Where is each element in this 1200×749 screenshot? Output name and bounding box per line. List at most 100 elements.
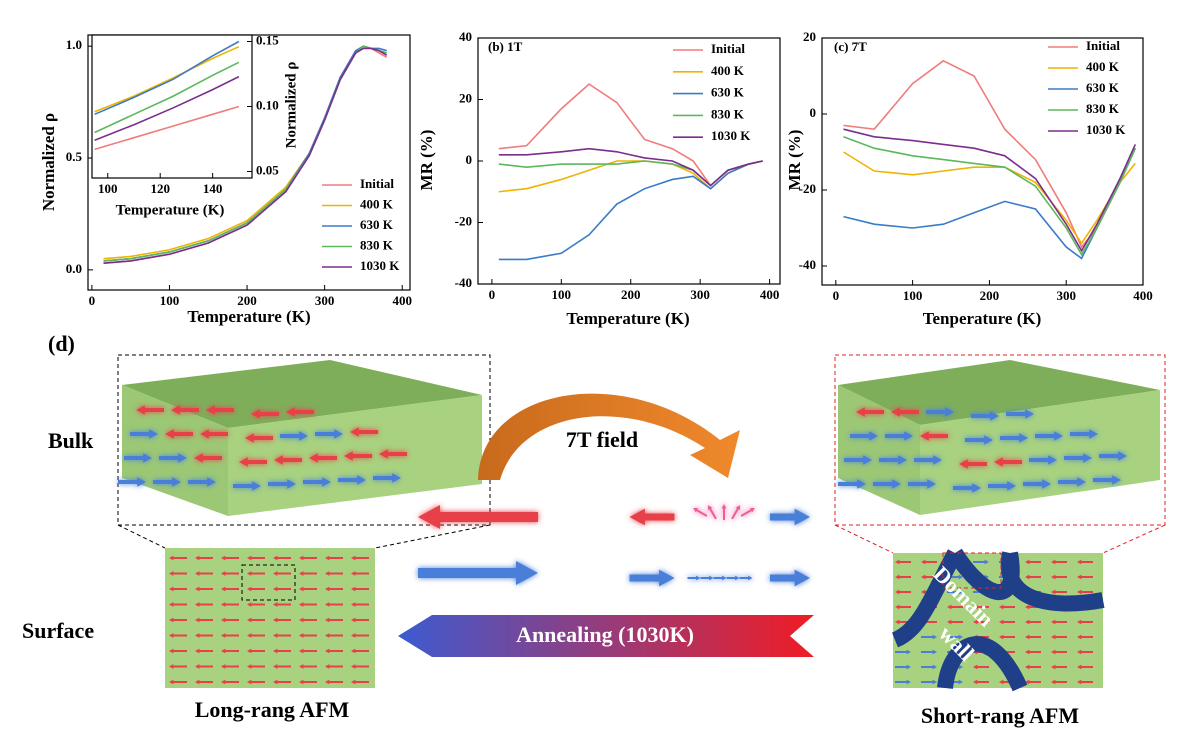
- x-tick-label: 100: [903, 288, 923, 303]
- x-axis-label: Temperature (K): [116, 202, 225, 218]
- x-tick-label: 0: [833, 288, 840, 303]
- spin-arrow: [973, 679, 989, 685]
- spin-arrow: [273, 679, 291, 685]
- spin-arrow: [1093, 475, 1121, 485]
- spin-arrow: [973, 619, 989, 625]
- spin-arrow: [171, 405, 199, 415]
- spin-arrow: [153, 477, 181, 487]
- domain-wall: [937, 636, 1028, 692]
- spin-arrow: [299, 602, 317, 607]
- bulk-spins: [838, 407, 1127, 493]
- spin-arrow: [988, 481, 1016, 491]
- x-axis-label: Temperature (K): [187, 307, 310, 326]
- legend-label: Initial: [1086, 38, 1120, 53]
- spin-arrow: [418, 561, 538, 585]
- spin-arrow: [895, 649, 911, 655]
- spin-arrow: [247, 664, 265, 669]
- spin-arrow: [844, 455, 872, 465]
- spin-arrow: [947, 619, 963, 625]
- spin-arrow: [239, 457, 267, 467]
- spin-arrow: [195, 664, 213, 669]
- spin-arrow: [731, 505, 740, 520]
- y-tick-label: 40: [459, 29, 472, 44]
- spin-arrow: [953, 483, 981, 493]
- spin-arrow: [895, 619, 911, 625]
- spin-arrow: [351, 602, 369, 607]
- spin-arrow: [1051, 574, 1067, 580]
- spin-arrow: [921, 574, 937, 580]
- spin-arrow: [273, 602, 291, 607]
- spin-arrow: [914, 455, 942, 465]
- data-line: [94, 40, 240, 116]
- domain-wall: [948, 548, 1020, 601]
- data-line: [498, 147, 763, 187]
- annealing-label: Annealing (1030K): [516, 622, 694, 647]
- x-tick-label: 0: [89, 293, 96, 308]
- spin-arrow: [971, 411, 999, 421]
- legend-label: 630 K: [1086, 80, 1120, 95]
- x-tick-label: 400: [760, 287, 780, 302]
- tilted-spin: [740, 508, 755, 517]
- x-tick-label: 200: [237, 293, 257, 308]
- spin-arrow: [926, 407, 954, 417]
- plot-frame: [91, 34, 253, 179]
- spin-arrow: [351, 648, 369, 654]
- spin-arrow: [947, 679, 963, 685]
- spin-arrow: [921, 634, 937, 640]
- chart: 0 100 200 300 400 -40 -20 0 20 40 Temperature (K) M…: [417, 29, 781, 328]
- spin-arrow: [273, 664, 291, 669]
- y-axis-label: Normalized ρ: [283, 62, 299, 149]
- spin-arrow: [908, 479, 936, 489]
- spin-arrow: [999, 679, 1015, 685]
- spin-arrow: [713, 575, 727, 581]
- spin-arrow: [999, 604, 1015, 610]
- spin-grid: [169, 555, 369, 685]
- spin-arrow: [1025, 574, 1041, 580]
- spin-arrow: [247, 571, 265, 576]
- spin-arrow: [169, 617, 187, 623]
- spin-arrow: [1051, 634, 1067, 640]
- spin-arrow: [273, 571, 291, 576]
- spin-arrow: [1070, 429, 1098, 439]
- spin-arrow: [838, 479, 866, 489]
- spin-arrow: [299, 586, 317, 592]
- spin-arrow: [273, 617, 291, 623]
- legend-label: 400 K: [711, 63, 745, 78]
- spin-arrow: [895, 574, 911, 580]
- x-tick-label: 300: [690, 287, 710, 302]
- spin-arrow: [169, 633, 187, 638]
- bulk-spins: [118, 405, 407, 491]
- spin-arrow: [1099, 451, 1127, 461]
- zoom-line: [117, 524, 166, 549]
- spin-arrow: [895, 679, 911, 685]
- spin-arrow: [245, 433, 273, 443]
- domain-wall: [891, 549, 963, 648]
- spin-arrow: [136, 405, 164, 415]
- x-tick-label: 300: [315, 293, 335, 308]
- spin-arrow: [1025, 679, 1041, 685]
- diagram: [117, 354, 1166, 692]
- legend-label: Initial: [711, 41, 745, 56]
- y-tick-label: 0.05: [256, 162, 279, 177]
- spin-arrow: [879, 455, 907, 465]
- legend-label: 830 K: [711, 106, 745, 121]
- tilted-spin: [693, 507, 708, 517]
- spin-arrow: [885, 431, 913, 441]
- spin-arrow: [169, 664, 187, 669]
- zoom-box-small: [241, 564, 296, 601]
- x-tick-label: 200: [621, 287, 641, 302]
- field-arrow: [478, 393, 740, 480]
- spin-arrow: [299, 648, 317, 654]
- legend-label: 630 K: [711, 85, 745, 100]
- spin-arrow: [418, 505, 538, 529]
- spin-arrow: [325, 602, 343, 607]
- spin-arrow: [195, 586, 213, 592]
- spin-arrow: [194, 453, 222, 463]
- spin-arrow: [286, 407, 314, 417]
- x-tick-label: 140: [203, 181, 223, 196]
- field-label: 7T field: [566, 427, 638, 452]
- caption: Long-rang AFM: [195, 697, 350, 722]
- spin-arrow: [921, 559, 937, 565]
- spin-arrow: [118, 477, 146, 487]
- spin-arrow: [338, 475, 366, 485]
